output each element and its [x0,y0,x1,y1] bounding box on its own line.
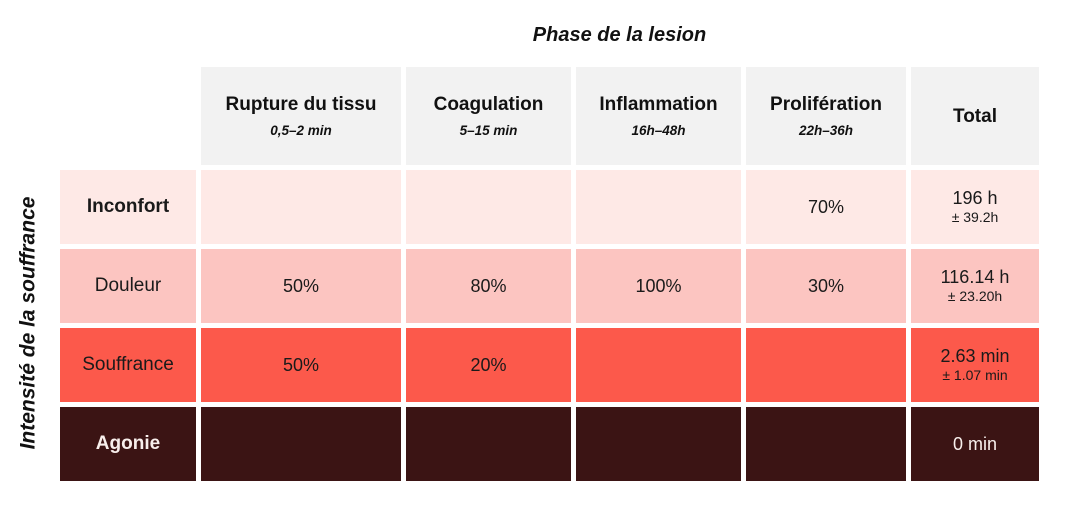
data-cell [201,407,401,481]
matrix-table: Rupture du tissu 0,5–2 min Coagulation 5… [60,67,1039,481]
column-header-proliferation: Prolifération 22h–36h [746,67,906,165]
row-label-souffrance: Souffrance [60,328,196,402]
data-cell [746,328,906,402]
data-cell [576,170,741,244]
data-cell [406,407,571,481]
column-header-coagulation: Coagulation 5–15 min [406,67,571,165]
data-cell: 80% [406,249,571,323]
data-cell: 30% [746,249,906,323]
total-cell: 0 min [911,407,1039,481]
data-cell [576,407,741,481]
total-cell: 2.63 min ± 1.07 min [911,328,1039,402]
data-cell: 50% [201,328,401,402]
column-header-label: Inflammation [599,93,718,115]
row-label-agonie: Agonie [60,407,196,481]
y-axis-label: Intensité de la souffrance [16,196,40,450]
data-cell [576,328,741,402]
data-cell: 20% [406,328,571,402]
column-header-rupture-du-tissu: Rupture du tissu 0,5–2 min [201,67,401,165]
column-header-label: Prolifération [770,93,882,115]
data-cell: 70% [746,170,906,244]
data-cell [406,170,571,244]
chart-title: Phase de la lesion [532,24,707,46]
column-header-time-range: 0,5–2 min [270,122,332,138]
column-header-total: Total [911,67,1039,165]
y-axis-label-container: Intensité de la souffrance [2,165,54,481]
total-cell: 116.14 h ± 23.20h [911,249,1039,323]
total-error: ± 39.2h [951,208,999,225]
column-header-time-range: 16h–48h [631,122,686,138]
data-cell [201,170,401,244]
column-header-time-range: 5–15 min [459,122,518,138]
total-value: 196 h [952,188,998,209]
total-value: 0 min [952,433,997,454]
total-error: ± 23.20h [947,287,1003,304]
row-label-douleur: Douleur [60,249,196,323]
total-error: ± 1.07 min [942,366,1008,383]
column-header-label: Total [953,105,997,127]
data-cell [746,407,906,481]
total-value: 116.14 h [940,267,1010,288]
column-header-time-range: 22h–36h [798,122,854,138]
column-header-label: Rupture du tissu [225,93,377,115]
total-cell: 196 h ± 39.2h [911,170,1039,244]
row-label-inconfort: Inconfort [60,170,196,244]
data-cell: 50% [201,249,401,323]
corner-cell [60,67,196,165]
total-value: 2.63 min [940,346,1010,367]
column-header-inflammation: Inflammation 16h–48h [576,67,741,165]
column-header-label: Coagulation [433,93,544,115]
data-cell: 100% [576,249,741,323]
